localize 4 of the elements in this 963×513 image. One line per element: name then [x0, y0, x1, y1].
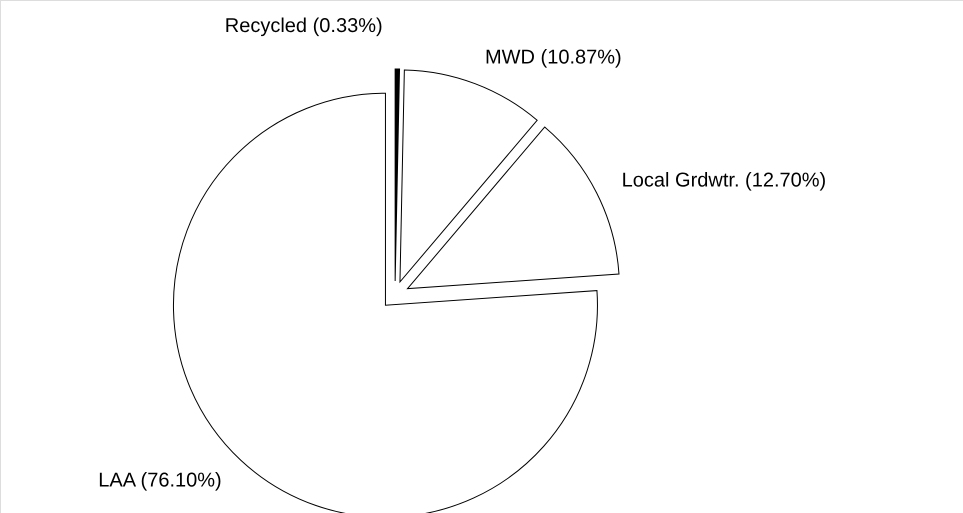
slice-label: Local Grdwtr. (12.70%)	[622, 169, 826, 192]
slice-label: MWD (10.87%)	[485, 46, 622, 68]
slice-label: Recycled (0.33%)	[224, 15, 383, 38]
slice-label: LAA (76.10%)	[98, 470, 222, 492]
